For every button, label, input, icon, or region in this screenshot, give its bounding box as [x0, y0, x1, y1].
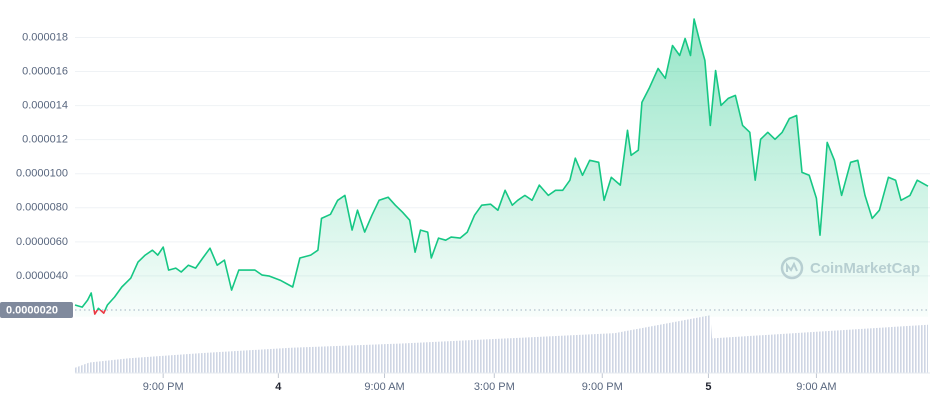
x-tick-label: 5	[705, 381, 711, 393]
y-tick-label: 0.0000060	[16, 236, 68, 248]
y-tick-label: 0.0000040	[16, 270, 68, 282]
volume-bars	[75, 315, 928, 373]
price-area	[75, 19, 928, 317]
x-tick-label: 3:00 PM	[474, 381, 515, 393]
x-tick-label: 4	[275, 381, 282, 393]
reference-label-box	[0, 301, 73, 318]
y-tick-label: 0.000018	[22, 31, 68, 43]
reference-label: 0.0000020	[6, 304, 58, 316]
y-tick-label: 0.0000080	[16, 202, 68, 214]
y-tick-label: 0.000012	[22, 134, 68, 146]
x-tick-label: 9:00 PM	[582, 381, 623, 393]
y-tick-label: 0.000014	[22, 100, 68, 112]
x-tick-label: 9:00 PM	[143, 381, 184, 393]
x-tick-label: 9:00 AM	[796, 381, 836, 393]
price-line	[74, 18, 929, 315]
y-tick-label: 0.000016	[22, 65, 68, 77]
y-tick-label: 0.0000100	[16, 168, 68, 180]
x-tick-label: 9:00 AM	[364, 381, 404, 393]
